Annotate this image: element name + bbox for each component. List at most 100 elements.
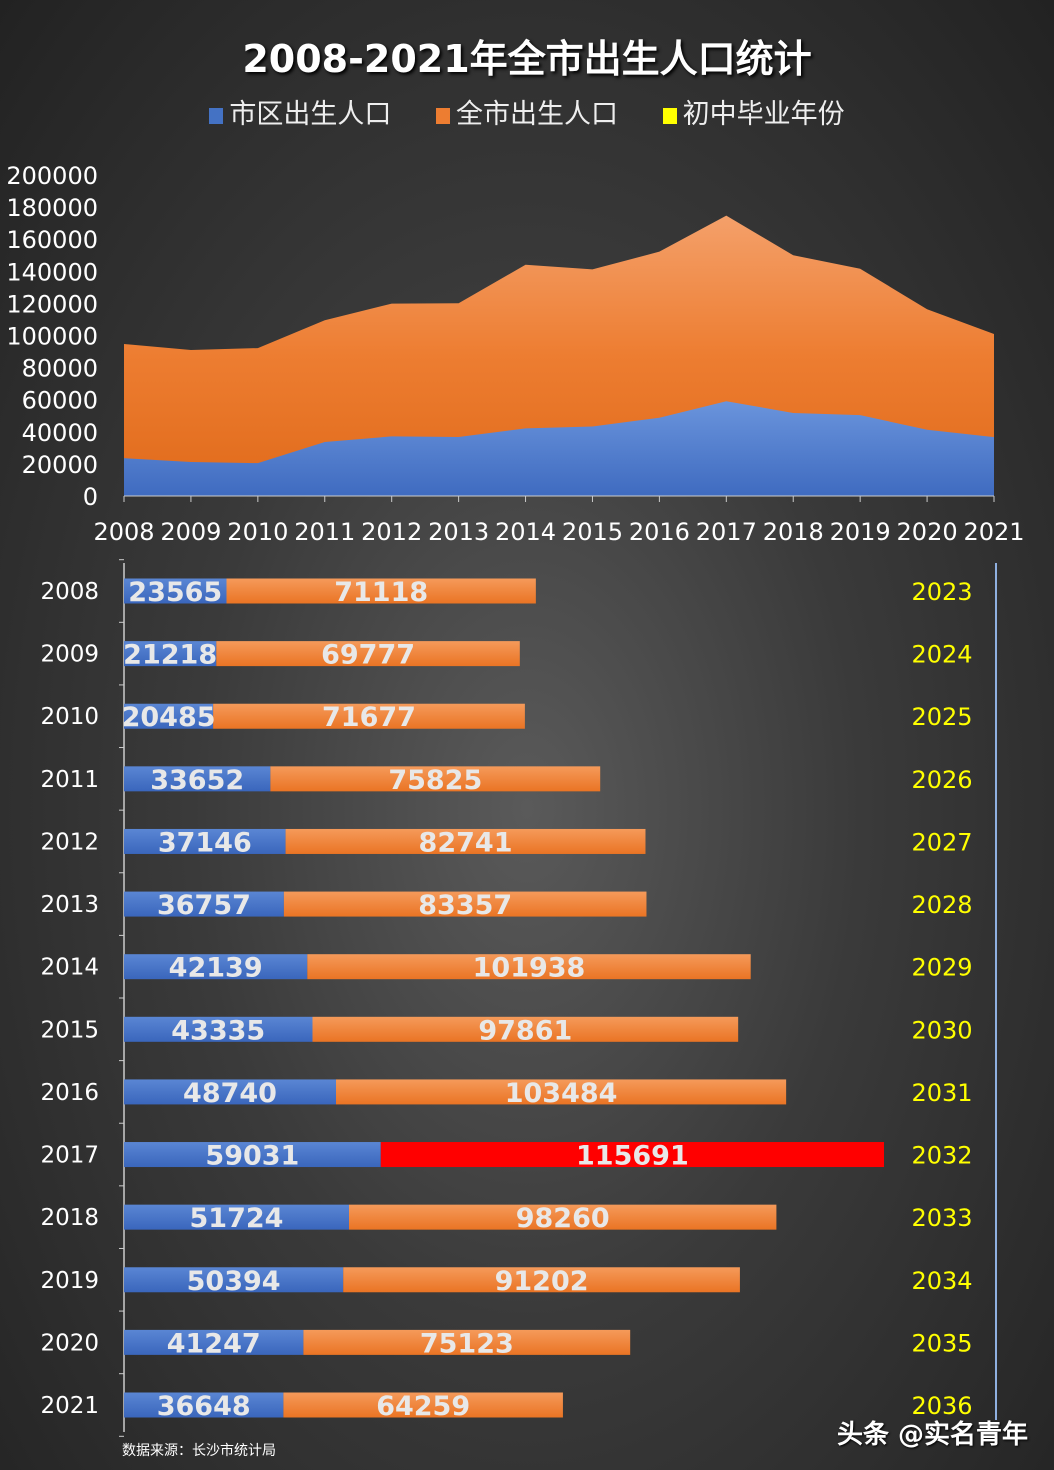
bar-city-label: 69777 (321, 640, 415, 671)
bar-city-label: 97861 (478, 1015, 572, 1046)
area-y-tick-label: 120000 (6, 290, 98, 318)
bar-city-label: 71677 (322, 702, 416, 733)
area-y-tick-label: 80000 (22, 355, 98, 383)
bar-city-label: 115691 (576, 1141, 689, 1172)
bar-category-label: 2021 (40, 1393, 99, 1419)
graduation-year-label: 2023 (911, 578, 972, 606)
bar-category-label: 2016 (40, 1080, 99, 1106)
graduation-year-label: 2030 (911, 1016, 972, 1044)
bar-category-label: 2010 (40, 704, 99, 730)
area-y-tick-label: 180000 (6, 194, 98, 222)
area-x-tick-label: 2014 (495, 518, 556, 546)
legend-swatch-graduation (662, 107, 677, 124)
bar-urban (124, 1267, 344, 1293)
graduation-year-label: 2031 (911, 1079, 972, 1107)
bar-urban (124, 766, 271, 792)
legend-label: 市区出生人口 (229, 99, 392, 130)
bar-category-label: 2017 (40, 1143, 99, 1169)
legend-swatch-urban (209, 107, 224, 124)
legend-item-graduation: 初中毕业年份 (662, 92, 845, 131)
area-y-tick-label: 200000 (6, 162, 98, 190)
bar-city-label: 83357 (418, 890, 512, 921)
bar-urban-label: 21218 (123, 640, 217, 671)
bar-city-label: 98260 (516, 1203, 610, 1234)
area-x-tick-label: 2013 (428, 518, 489, 546)
bar-category-label: 2011 (40, 767, 99, 793)
graduation-year-label: 2027 (911, 828, 972, 856)
bar-city-label: 75123 (420, 1328, 514, 1359)
bar-urban-label: 50394 (187, 1266, 281, 1297)
bar-urban (124, 578, 227, 604)
bar-category-label: 2015 (40, 1017, 99, 1043)
bar-category-label: 2018 (40, 1205, 99, 1231)
bar-city (285, 828, 646, 854)
legend: 市区出生人口 全市出生人口 初中毕业年份 (0, 92, 1054, 131)
bar-city-highlight (380, 1142, 884, 1168)
legend-swatch-city (436, 107, 450, 124)
graduation-year-label: 2026 (911, 766, 972, 794)
bar-category-label: 2009 (40, 642, 99, 668)
graduation-year-label: 2033 (911, 1204, 972, 1232)
area-y-tick-label: 140000 (6, 258, 98, 286)
bar-city-label: 75825 (388, 765, 482, 796)
area-x-tick-label: 2021 (963, 518, 1024, 546)
bar-city (303, 1329, 631, 1355)
area-y-tick-label: 60000 (22, 387, 98, 415)
area-x-tick-label: 2020 (897, 518, 958, 546)
area-y-tick-label: 0 (83, 483, 98, 511)
area-x-tick-label: 2015 (562, 518, 623, 546)
bar-city-label: 91202 (495, 1266, 589, 1297)
area-y-tick-label: 20000 (22, 451, 98, 479)
legend-label: 初中毕业年份 (682, 99, 845, 130)
bar-urban-label: 59031 (205, 1141, 299, 1172)
bar-urban (124, 641, 217, 667)
bar-urban (124, 828, 286, 854)
bar-city (307, 954, 751, 980)
bar-urban-label: 51724 (190, 1203, 284, 1234)
legend-item-urban: 市区出生人口 (209, 92, 391, 131)
bar-urban-label: 36757 (157, 890, 251, 921)
area-x-tick-label: 2009 (160, 518, 221, 546)
bar-city (336, 1079, 787, 1105)
bar-category-label: 2020 (40, 1330, 99, 1356)
bar-urban (124, 1079, 337, 1105)
bar-city-label: 82741 (419, 827, 513, 858)
legend-item-city: 全市出生人口 (436, 92, 618, 131)
bar-city-label: 64259 (376, 1391, 470, 1422)
bar-urban (124, 1016, 313, 1042)
bar-urban (124, 1392, 284, 1418)
area-x-tick-label: 2012 (361, 518, 422, 546)
bar-urban-label: 41247 (167, 1328, 261, 1359)
bar-city (216, 641, 520, 667)
bar-city-label: 103484 (505, 1078, 618, 1109)
bar-urban (124, 1142, 381, 1168)
bar-city-label: 71118 (334, 577, 428, 608)
area-x-tick-label: 2019 (830, 518, 891, 546)
bar-urban (124, 891, 284, 917)
bar-urban-label: 33652 (150, 765, 244, 796)
area-x-tick-label: 2008 (93, 518, 154, 546)
legend-label: 全市出生人口 (456, 99, 618, 130)
bar-category-label: 2008 (40, 579, 99, 605)
bar-urban-label: 42139 (169, 953, 263, 984)
bar-city (348, 1204, 777, 1230)
bar-urban-label: 37146 (158, 827, 252, 858)
bar-city (270, 766, 601, 792)
bar-urban-label: 20485 (122, 702, 216, 733)
bar-urban (124, 703, 214, 729)
bar-city (283, 891, 647, 917)
area-series-urban (124, 401, 994, 496)
area-x-tick-label: 2010 (227, 518, 288, 546)
bar-urban (124, 954, 308, 980)
bar-city (343, 1267, 740, 1293)
source-note: 数据来源：长沙市统计局 (122, 1443, 276, 1459)
graduation-year-label: 2025 (911, 703, 972, 731)
area-x-tick-label: 2017 (696, 518, 757, 546)
bar-category-label: 2014 (40, 955, 99, 981)
bar-urban-label: 23565 (128, 577, 222, 608)
bar-category-label: 2019 (40, 1268, 99, 1294)
area-x-tick-label: 2011 (294, 518, 355, 546)
bar-urban-label: 48740 (183, 1078, 277, 1109)
graduation-year-label: 2036 (911, 1392, 972, 1420)
